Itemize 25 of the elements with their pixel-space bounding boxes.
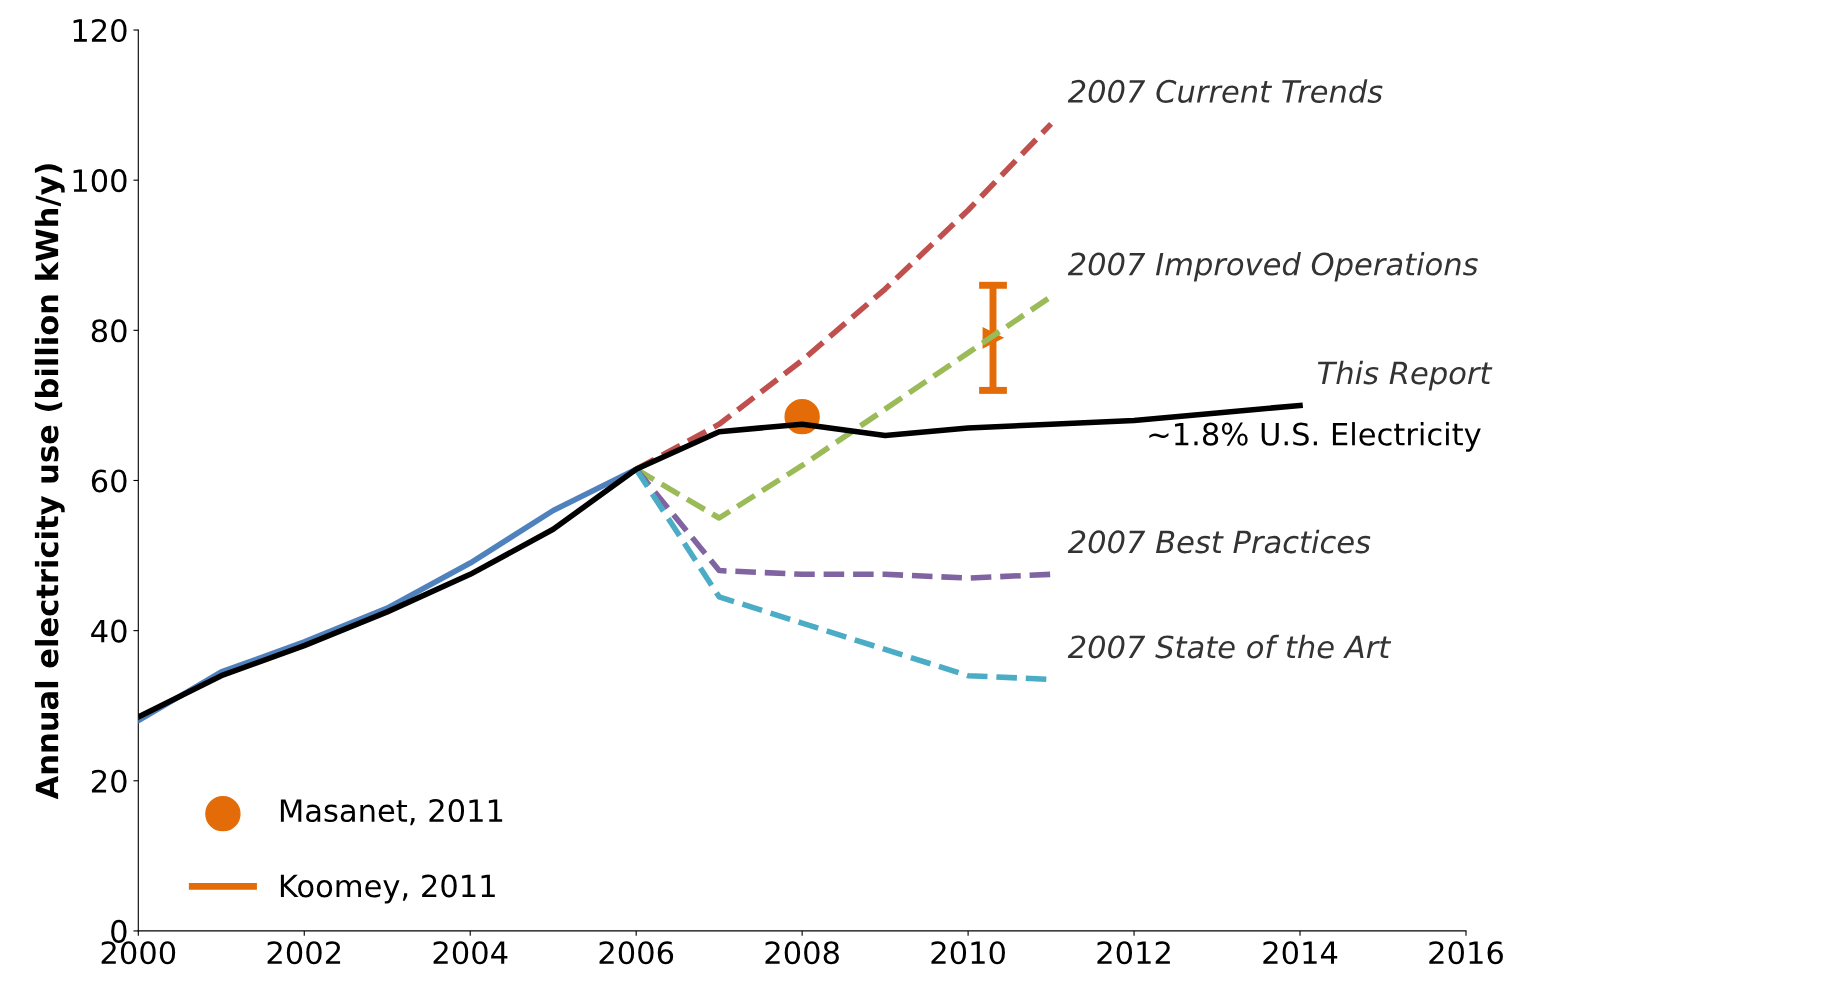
x-tick-label: 2008 xyxy=(765,941,839,965)
y-tick-label: 120 xyxy=(73,18,127,43)
y-tick-label: 40 xyxy=(91,619,127,643)
series-label: 2007 State of the Art xyxy=(1067,634,1392,659)
x-tick-label: 2002 xyxy=(267,941,341,965)
series-label: 2007 Best Practices xyxy=(1067,529,1371,554)
x-tick-label: 2010 xyxy=(931,941,1005,965)
y-tick-label: 80 xyxy=(91,319,127,343)
legend-label: Masanet, 2011 xyxy=(280,798,503,826)
x-tick-label: 2012 xyxy=(1097,941,1170,965)
x-tick-label: 2014 xyxy=(1263,941,1338,965)
legend-label: Koomey, 2011 xyxy=(280,874,495,904)
y-axis-title: Annual electricity use (billion kWh/y) xyxy=(34,164,65,800)
y-tick-label: 60 xyxy=(91,469,127,493)
x-tick-label: 2004 xyxy=(433,941,508,965)
series-label: 2007 Current Trends xyxy=(1067,79,1383,103)
y-tick-label: 0 xyxy=(111,919,127,943)
y-tick-label: 20 xyxy=(91,769,127,793)
series-label: 2007 Improved Operations xyxy=(1067,251,1478,282)
y-tick-label: 100 xyxy=(73,169,127,193)
x-tick-label: 2006 xyxy=(599,941,674,965)
x-tick-label: 2016 xyxy=(1429,941,1503,965)
series-label: This Report xyxy=(1317,360,1493,391)
x-tick-label: 2000 xyxy=(101,941,176,965)
annotation: ~1.8% U.S. Electricity xyxy=(1149,422,1481,452)
